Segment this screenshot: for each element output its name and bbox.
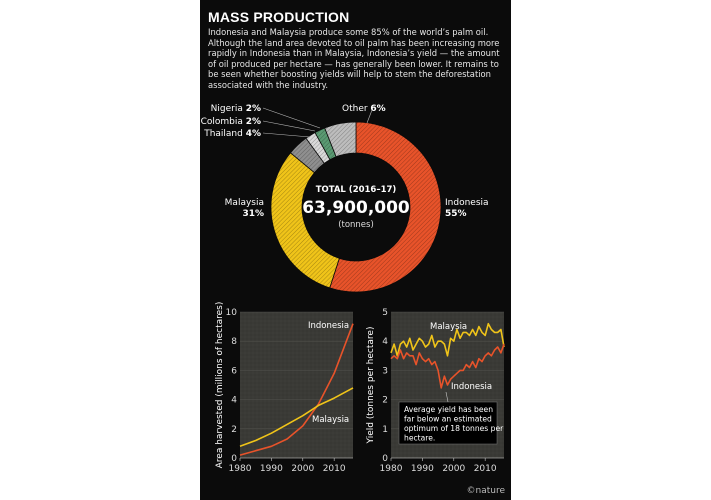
y-tick-label: 0 bbox=[382, 454, 388, 464]
donut-label-value-thailand: 4% bbox=[246, 129, 261, 139]
series-label-malaysia: Malaysia bbox=[312, 415, 349, 425]
x-tick-label: 1990 bbox=[260, 464, 283, 474]
annotation-leader-line bbox=[445, 391, 449, 403]
y-tick-label: 3 bbox=[382, 366, 388, 376]
charts-canvas: TOTAL (2016–17) 63,900,000 (tonnes) Indones… bbox=[201, 104, 506, 496]
donut-center-value: 63,900,000 bbox=[302, 198, 410, 218]
donut-label-nigeria: Nigeria 2% bbox=[211, 104, 261, 114]
donut-label-name-nigeria: Nigeria bbox=[211, 104, 246, 114]
y-axis-label: Area harvested (millions of hectares) bbox=[215, 302, 225, 469]
y-axis-label: Yield (tonnes per hectare) bbox=[366, 327, 376, 445]
donut-label-other: Other 6% bbox=[342, 104, 386, 114]
donut-center-unit: (tonnes) bbox=[338, 220, 374, 230]
credit-label: ©nature bbox=[467, 486, 506, 496]
donut-leader-line bbox=[262, 107, 321, 129]
series-label-indonesia: Indonesia bbox=[451, 382, 492, 392]
donut-leader-line bbox=[262, 120, 316, 132]
donut-label-name-colombia: Colombia bbox=[201, 117, 246, 127]
area-harvested-chart: 0 2 4 6 8 10 1980 1990 2000 2010 Area harvested (m… bbox=[215, 302, 354, 474]
y-tick-label: 0 bbox=[231, 454, 237, 464]
series-label-malaysia: Malaysia bbox=[430, 322, 467, 332]
donut-slice-texture-colombia bbox=[306, 132, 330, 164]
y-tick-label: 4 bbox=[231, 396, 237, 406]
series-line-indonesia bbox=[390, 343, 505, 389]
y-tick-label: 5 bbox=[382, 308, 388, 318]
x-tick-label: 2000 bbox=[442, 464, 465, 474]
donut-label-name-malaysia: Malaysia bbox=[225, 198, 264, 208]
infographic-intro: Indonesia and Malaysia produce some 85% … bbox=[208, 27, 500, 90]
annotation-box bbox=[398, 401, 498, 445]
y-tick-label: 1 bbox=[382, 425, 388, 435]
infographic-panel: MASS PRODUCTION Indonesia and Malaysia p… bbox=[200, 0, 511, 500]
series-label-indonesia: Indonesia bbox=[308, 321, 349, 331]
donut-label-colombia: Colombia 2% bbox=[201, 117, 261, 127]
y-tick-label: 2 bbox=[231, 425, 237, 435]
x-tick-label: 1980 bbox=[380, 464, 403, 474]
series-line-malaysia bbox=[390, 322, 505, 357]
x-tick-label: 2000 bbox=[291, 464, 314, 474]
donut-label-value-malaysia: 31% bbox=[242, 209, 264, 219]
donut-slice-texture-nigeria bbox=[315, 127, 337, 160]
x-tick-label: 2010 bbox=[474, 464, 497, 474]
donut-label-thailand: Thailand 4% bbox=[203, 129, 261, 139]
donut-label-value-other: 6% bbox=[370, 104, 385, 114]
donut-slice-texture-malaysia bbox=[270, 152, 340, 288]
plot-texture bbox=[240, 312, 353, 458]
donut-leader-line bbox=[262, 132, 311, 138]
yield-chart: 0 1 2 3 4 5 1980 1990 2000 2010 Yield (tonnes per … bbox=[366, 308, 505, 474]
y-tick-label: 10 bbox=[226, 308, 238, 318]
y-tick-label: 8 bbox=[231, 337, 237, 347]
donut-slice-texture-indonesia bbox=[329, 122, 441, 293]
donut-label-value-nigeria: 2% bbox=[246, 104, 261, 114]
x-tick-label: 1990 bbox=[411, 464, 434, 474]
donut-chart: TOTAL (2016–17) 63,900,000 (tonnes) Indones… bbox=[201, 104, 489, 293]
y-tick-label: 2 bbox=[382, 396, 388, 406]
series-line-indonesia bbox=[239, 323, 354, 456]
donut-label-name-thailand: Thailand bbox=[203, 129, 246, 139]
x-tick-label: 1980 bbox=[229, 464, 252, 474]
annotation-text: Average yield has been far below an estim… bbox=[404, 405, 504, 443]
infographic-title: MASS PRODUCTION bbox=[208, 9, 350, 25]
donut-label-value-indonesia: 55% bbox=[445, 209, 467, 219]
y-tick-label: 6 bbox=[231, 366, 237, 376]
x-tick-label: 2010 bbox=[323, 464, 346, 474]
donut-leader-line bbox=[366, 109, 373, 124]
donut-label-name-other: Other bbox=[342, 104, 370, 114]
donut-label-value-colombia: 2% bbox=[246, 117, 261, 127]
donut-label-name-indonesia: Indonesia bbox=[445, 198, 489, 208]
series-line-malaysia bbox=[239, 387, 354, 448]
donut-slice-texture-thailand bbox=[290, 138, 325, 173]
donut-slice-texture-other bbox=[324, 122, 356, 157]
donut-center-title: TOTAL (2016–17) bbox=[316, 185, 397, 195]
y-tick-label: 4 bbox=[382, 337, 388, 347]
